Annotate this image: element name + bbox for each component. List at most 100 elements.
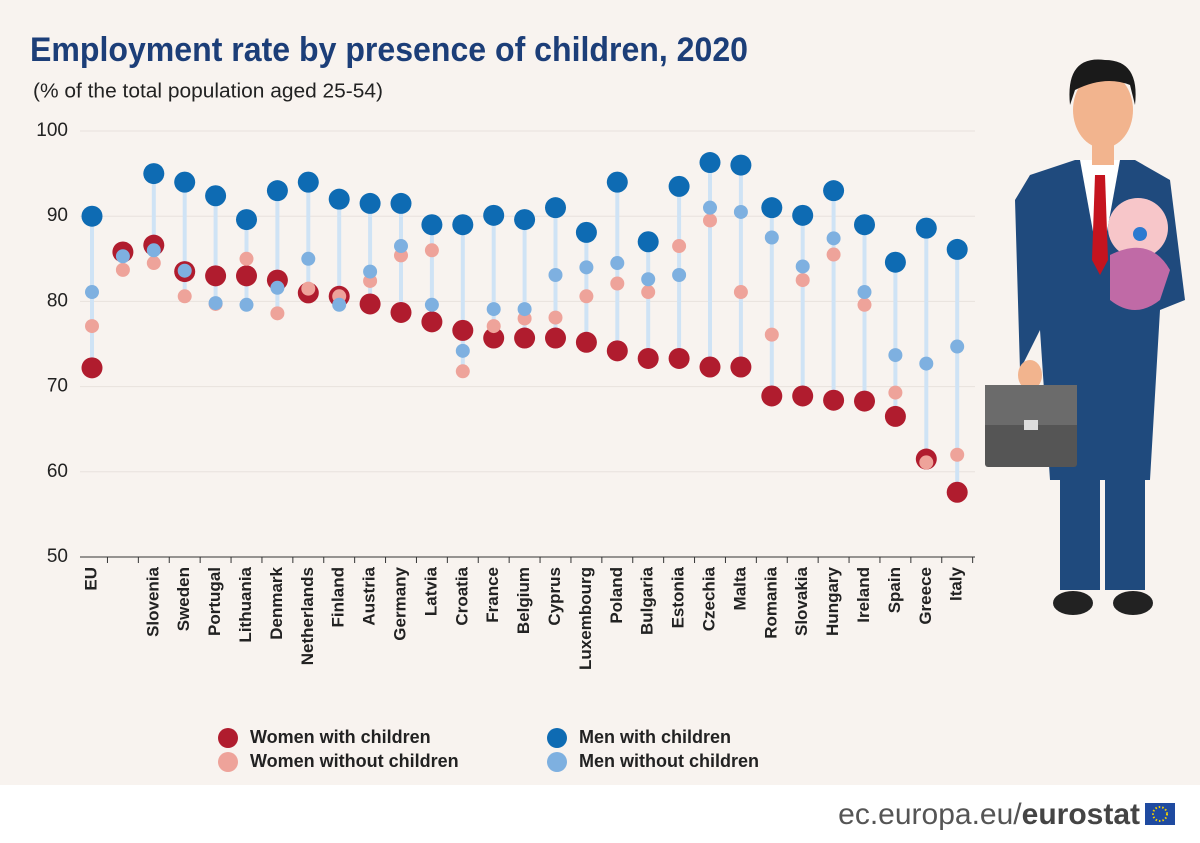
x-tick-label: EU [81, 567, 100, 591]
dot [792, 385, 814, 407]
y-tick-label: 100 [36, 120, 68, 141]
legend-marker [218, 728, 238, 748]
x-tick-label: Finland [329, 567, 348, 627]
dot [888, 348, 903, 363]
dot [301, 281, 316, 296]
dot [733, 204, 748, 219]
eu-flag-stars [1152, 806, 1168, 822]
dot [672, 267, 687, 282]
dot [486, 302, 501, 317]
dot [81, 357, 103, 379]
chart-title: Employment rate by presence of children,… [30, 31, 748, 69]
dot [328, 188, 350, 210]
dot [390, 301, 412, 323]
dot [359, 192, 381, 214]
x-tick-label: Slovakia [792, 566, 811, 636]
dot [730, 154, 752, 176]
dot [394, 239, 408, 254]
chart-subtitle: (% of the total population aged 25-54) [33, 80, 383, 102]
dot [115, 262, 130, 277]
x-tick-label: Austria [360, 566, 379, 625]
dot [514, 209, 536, 231]
y-tick-label: 90 [47, 205, 68, 226]
dot [455, 364, 470, 379]
dot [888, 385, 903, 400]
dot [823, 389, 845, 411]
dot [205, 265, 227, 287]
dot [452, 319, 474, 341]
dot [637, 347, 659, 369]
x-tick-label: Greece [916, 567, 935, 625]
dot [579, 260, 594, 275]
dot [606, 340, 628, 362]
y-tick-label: 50 [47, 546, 68, 567]
dot [455, 343, 470, 358]
dot [764, 327, 779, 342]
dot [205, 185, 227, 207]
plot-area: 50 60 70 80 90 100 EU Slovenia Sweden Portugal Lit… [36, 120, 975, 772]
dot [610, 256, 625, 271]
dot [239, 297, 254, 312]
x-tick-label: Sweden [174, 567, 193, 631]
dot [266, 180, 288, 202]
dot [795, 273, 810, 288]
dot [730, 356, 752, 378]
dot [208, 296, 223, 311]
y-tick-label: 80 [47, 290, 68, 311]
x-tick-label: Croatia [452, 566, 471, 625]
dot [545, 197, 566, 219]
dot [363, 264, 378, 279]
dot [792, 204, 814, 226]
x-tick-label: Denmark [267, 566, 286, 639]
dot [699, 152, 721, 174]
dot [919, 455, 934, 470]
dot [548, 267, 563, 282]
dot [668, 175, 690, 197]
eu-flag [1145, 803, 1175, 825]
x-tick-label: Bulgaria [638, 566, 657, 635]
footer-site: ec.europa.eu/ [838, 798, 1022, 831]
footer-band [0, 785, 1200, 843]
x-tick-label: Romania [761, 566, 780, 638]
illustration [985, 59, 1185, 615]
dot [85, 285, 99, 300]
legend-marker [547, 728, 567, 748]
legend-label: Men without children [579, 751, 759, 771]
dot [146, 256, 161, 271]
dot [884, 405, 906, 427]
x-tick-label: Estonia [669, 566, 688, 628]
dot [239, 251, 254, 266]
x-tick-label: Slovenia [143, 566, 162, 636]
x-tick-label: Czechia [699, 566, 718, 631]
dot [946, 238, 968, 260]
dot [115, 249, 130, 264]
dot [946, 481, 968, 503]
dot [236, 265, 257, 287]
dot [390, 192, 412, 214]
dot [703, 200, 717, 215]
dot [483, 204, 505, 226]
dot [270, 280, 285, 295]
dot [143, 163, 165, 185]
x-tick-label: Germany [390, 566, 409, 640]
dot [668, 347, 690, 369]
dot [85, 319, 99, 334]
dot [359, 293, 381, 315]
dot [297, 171, 319, 193]
footer-source: ec.europa.eu/eurostat [838, 798, 1140, 831]
dot [919, 356, 934, 371]
dot [332, 297, 347, 312]
dot [857, 285, 872, 300]
y-tick-label: 70 [47, 376, 68, 397]
x-tick-label: Malta [730, 566, 749, 610]
x-tick-label: Ireland [854, 567, 873, 623]
dot [146, 243, 161, 258]
dot [761, 385, 783, 407]
x-tick-label: Lithuania [236, 566, 255, 642]
dot [826, 231, 841, 246]
dot [764, 230, 779, 245]
dot [575, 331, 597, 353]
dot [641, 285, 656, 300]
legend-label: Women without children [250, 751, 459, 771]
